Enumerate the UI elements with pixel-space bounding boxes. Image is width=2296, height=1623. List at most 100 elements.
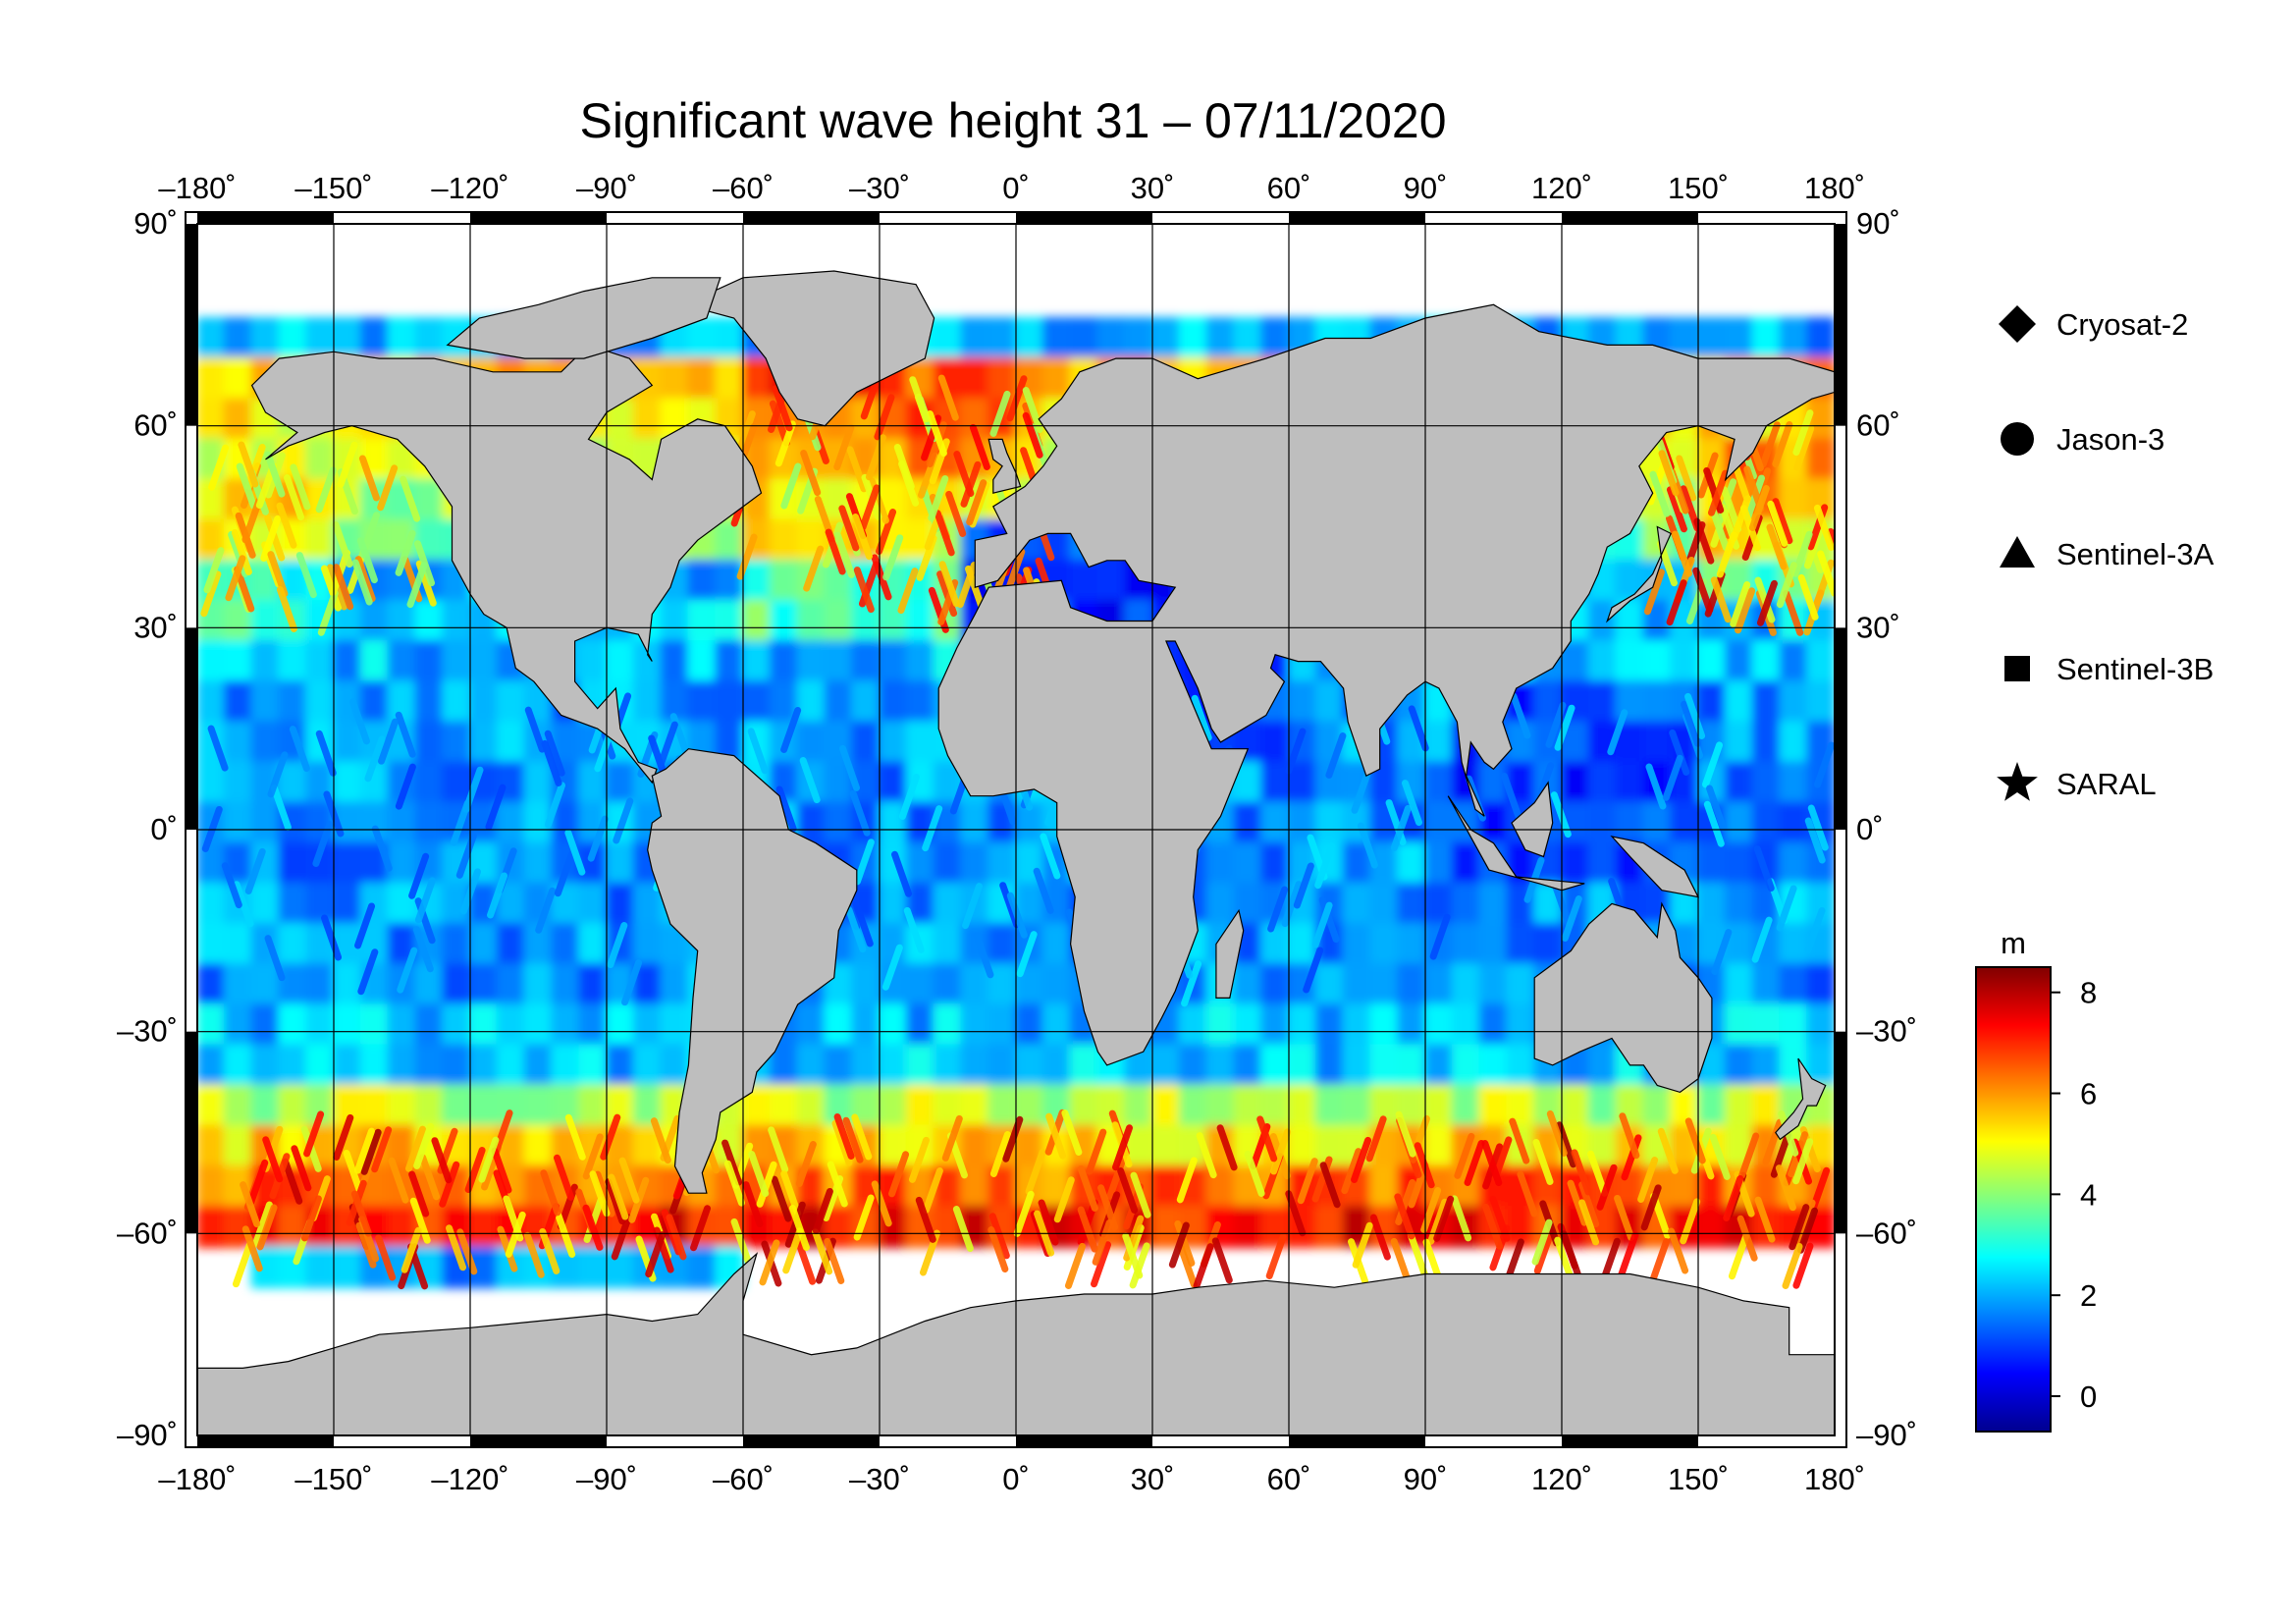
lat-tick-label-right: 0˚ xyxy=(1856,812,1884,846)
swath-streak xyxy=(1708,469,1730,516)
swath-streak xyxy=(553,1154,574,1201)
swath-streak xyxy=(1560,1230,1581,1277)
wave-cell xyxy=(1342,963,1372,1006)
swath-streak xyxy=(1554,704,1575,751)
wave-cell xyxy=(1260,963,1290,1006)
wave-cell xyxy=(632,398,663,441)
swath-streak xyxy=(1517,1170,1538,1217)
swath-streak xyxy=(865,434,886,481)
swath-streak xyxy=(264,514,286,562)
wave-cell xyxy=(606,882,635,925)
wave-cell xyxy=(1233,963,1263,1006)
swath-streak xyxy=(1814,741,1835,788)
wave-cell xyxy=(197,680,226,724)
wave-cell xyxy=(1288,680,1317,724)
wave-cell xyxy=(1587,1044,1618,1087)
swath-streak xyxy=(455,832,477,879)
swath-streak xyxy=(232,1241,253,1288)
wave-cell xyxy=(387,841,417,885)
wave-cell xyxy=(359,599,390,643)
swath-streak xyxy=(1772,498,1793,545)
wave-cell xyxy=(1424,1003,1454,1047)
swath-streak xyxy=(768,1126,789,1173)
swath-streak xyxy=(734,410,756,458)
wave-cell xyxy=(1724,801,1754,844)
wave-cell xyxy=(1151,1044,1181,1087)
wave-cell xyxy=(469,721,499,764)
swath-streak xyxy=(618,1157,640,1204)
wave-cell xyxy=(1260,841,1290,885)
wave-cell xyxy=(551,882,581,925)
swath-streak xyxy=(544,730,565,777)
swath-streak xyxy=(1013,1190,1035,1237)
wave-cell xyxy=(606,761,635,804)
swath-streak xyxy=(1706,784,1728,832)
swath-streak xyxy=(1621,1134,1642,1181)
swath-streak xyxy=(650,1117,671,1164)
wave-cell xyxy=(606,841,635,885)
legend-label: Sentinel-3B xyxy=(2056,652,2214,686)
wave-cell xyxy=(905,680,935,724)
swath-streak xyxy=(1216,1124,1238,1171)
wave-cell xyxy=(551,1084,581,1127)
swath-streak xyxy=(1341,1148,1362,1195)
wave-cell xyxy=(223,680,253,724)
swath-streak xyxy=(360,1128,382,1175)
wave-cell xyxy=(1561,841,1590,885)
swath-streak xyxy=(1086,1128,1107,1175)
wave-cell xyxy=(469,1003,499,1047)
swath-streak xyxy=(1792,409,1814,457)
swath-streak xyxy=(233,881,254,928)
wave-cell xyxy=(1724,1084,1754,1127)
swath-streak xyxy=(450,799,471,846)
swath-streak xyxy=(1827,527,1835,554)
swath-streak xyxy=(256,1204,278,1251)
swath-streak xyxy=(247,1159,269,1206)
swath-streak xyxy=(780,462,802,510)
swath-streak xyxy=(1684,1117,1706,1164)
swath-streak xyxy=(1123,1223,1145,1271)
lon-tick-label-bottom: –30˚ xyxy=(849,1462,910,1496)
swath-streak xyxy=(953,451,975,498)
swath-streak xyxy=(200,570,222,618)
wave-cell xyxy=(305,963,335,1006)
wave-cell xyxy=(278,316,308,360)
wave-cell xyxy=(359,680,390,724)
wave-cell xyxy=(960,316,990,360)
lon-tick-label-top: 120˚ xyxy=(1531,171,1592,205)
wave-cell xyxy=(933,963,963,1006)
frame-segment-left xyxy=(186,627,197,830)
swath-streak xyxy=(747,728,769,775)
land-borneo xyxy=(1511,781,1554,858)
wave-cell xyxy=(1697,841,1727,885)
wave-cell xyxy=(1397,841,1426,885)
wave-cell xyxy=(197,1205,226,1249)
swath-streak xyxy=(1420,1187,1442,1234)
swath-streak xyxy=(1045,1112,1067,1160)
swath-streak xyxy=(1267,886,1289,933)
wave-cell xyxy=(687,316,718,360)
wave-cell xyxy=(223,721,253,764)
wave-cell xyxy=(1587,680,1618,724)
wave-cell xyxy=(660,1003,690,1047)
wave-cell xyxy=(1779,963,1809,1006)
lon-tick-label-top: –60˚ xyxy=(713,171,774,205)
wave-cell xyxy=(687,680,718,724)
frame-segment-top xyxy=(1016,212,1152,224)
wave-cell xyxy=(197,1164,226,1208)
wave-cell xyxy=(1670,640,1699,683)
wave-cell xyxy=(278,1044,308,1087)
swath-streak xyxy=(723,1160,745,1207)
swath-streak xyxy=(1730,581,1751,628)
legend-label: Cryosat-2 xyxy=(2056,307,2188,342)
wave-cell xyxy=(250,640,281,683)
swath-streak xyxy=(1022,387,1043,434)
swath-streak xyxy=(1510,692,1531,739)
swath-streak xyxy=(1002,1115,1024,1163)
wave-cell xyxy=(442,640,471,683)
swath-streak xyxy=(1693,517,1715,565)
wave-cell xyxy=(1424,801,1454,844)
wave-cell xyxy=(606,1084,635,1127)
swath-streak xyxy=(795,1238,817,1285)
wave-cell xyxy=(1670,801,1699,844)
